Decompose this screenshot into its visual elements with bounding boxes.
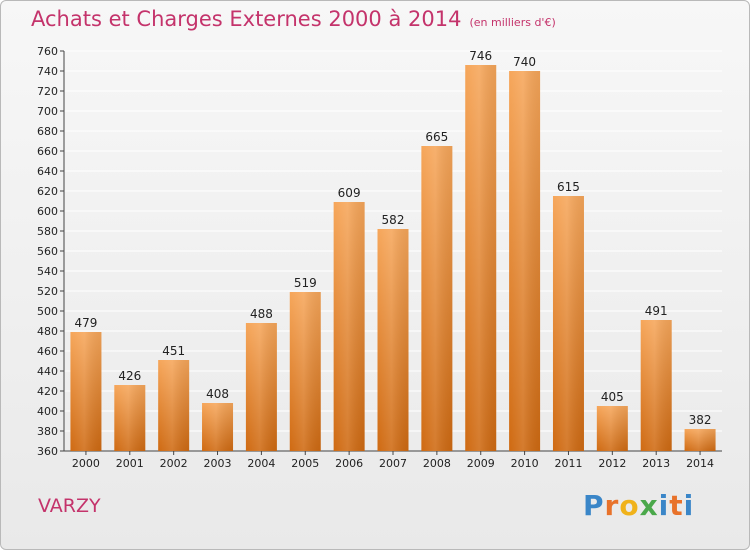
logo-letter: o bbox=[619, 489, 640, 522]
proxiti-logo: Proxiti bbox=[583, 489, 694, 522]
y-tick-label: 640 bbox=[37, 165, 58, 178]
y-tick-label: 360 bbox=[37, 445, 58, 458]
y-tick-label: 560 bbox=[37, 245, 58, 258]
bar-shine-2009 bbox=[465, 65, 497, 451]
value-label-2004: 488 bbox=[250, 307, 273, 321]
logo-letter: i bbox=[658, 489, 670, 522]
x-tick-label-2005: 2005 bbox=[291, 457, 319, 470]
chart-title-text: Achats et Charges Externes 2000 à 2014 bbox=[31, 7, 462, 31]
logo-letter: x bbox=[639, 489, 659, 522]
y-tick-label: 500 bbox=[37, 305, 58, 318]
y-tick-label: 520 bbox=[37, 285, 58, 298]
value-label-2005: 519 bbox=[294, 276, 317, 290]
value-label-2002: 451 bbox=[162, 344, 185, 358]
value-label-2008: 665 bbox=[425, 130, 448, 144]
chart-subtitle: (en milliers d'€) bbox=[469, 16, 556, 29]
value-label-2009: 746 bbox=[469, 49, 492, 63]
x-tick-label-2013: 2013 bbox=[642, 457, 670, 470]
y-tick-label: 740 bbox=[37, 65, 58, 78]
x-tick-label-2012: 2012 bbox=[598, 457, 626, 470]
bar-shine-2003 bbox=[202, 403, 234, 451]
commune-name: VARZY bbox=[38, 495, 101, 517]
value-label-2012: 405 bbox=[601, 390, 624, 404]
y-tick-label: 440 bbox=[37, 365, 58, 378]
y-tick-label: 460 bbox=[37, 345, 58, 358]
x-tick-label-2008: 2008 bbox=[423, 457, 451, 470]
y-tick-label: 620 bbox=[37, 185, 58, 198]
y-tick-label: 720 bbox=[37, 85, 58, 98]
value-label-2014: 382 bbox=[689, 413, 712, 427]
y-tick-label: 380 bbox=[37, 425, 58, 438]
x-tick-label-2003: 2003 bbox=[204, 457, 232, 470]
y-tick-label: 680 bbox=[37, 125, 58, 138]
x-tick-label-2010: 2010 bbox=[511, 457, 539, 470]
logo-letter: P bbox=[583, 489, 605, 522]
x-tick-label-2014: 2014 bbox=[686, 457, 714, 470]
y-tick-label: 420 bbox=[37, 385, 58, 398]
bar-shine-2004 bbox=[245, 323, 277, 451]
x-tick-label-2009: 2009 bbox=[467, 457, 495, 470]
logo-letter: i bbox=[683, 489, 695, 522]
bar-shine-2014 bbox=[684, 429, 716, 451]
x-tick-label-2000: 2000 bbox=[72, 457, 100, 470]
value-label-2000: 479 bbox=[74, 316, 97, 330]
x-tick-label-2011: 2011 bbox=[554, 457, 582, 470]
x-tick-label-2002: 2002 bbox=[160, 457, 188, 470]
bar-shine-2007 bbox=[377, 229, 409, 451]
logo-letter: t bbox=[669, 489, 684, 522]
bars bbox=[70, 65, 716, 451]
y-tick-label: 580 bbox=[37, 225, 58, 238]
x-tick-label-2001: 2001 bbox=[116, 457, 144, 470]
y-tick-label: 700 bbox=[37, 105, 58, 118]
bar-shine-2008 bbox=[421, 146, 453, 451]
bar-shine-2011 bbox=[552, 196, 584, 451]
bar-shine-2006 bbox=[333, 202, 365, 451]
value-label-2011: 615 bbox=[557, 180, 580, 194]
y-tick-label: 480 bbox=[37, 325, 58, 338]
y-tick-label: 600 bbox=[37, 205, 58, 218]
value-label-2006: 609 bbox=[338, 186, 361, 200]
bar-shine-2005 bbox=[289, 292, 321, 451]
value-label-2007: 582 bbox=[382, 213, 405, 227]
x-tick-label-2007: 2007 bbox=[379, 457, 407, 470]
x-tick-label-2004: 2004 bbox=[247, 457, 275, 470]
value-label-2013: 491 bbox=[645, 304, 668, 318]
y-tick-label: 400 bbox=[37, 405, 58, 418]
chart-title: Achats et Charges Externes 2000 à 2014 (e… bbox=[31, 7, 556, 31]
y-tick-label: 760 bbox=[37, 45, 58, 58]
y-tick-label: 540 bbox=[37, 265, 58, 278]
bar-shine-2000 bbox=[70, 332, 102, 451]
value-labels: 479 426 451 408 488 519 609 582 665 746 740 615 405 4… bbox=[74, 49, 711, 427]
value-label-2010: 740 bbox=[513, 55, 536, 69]
bar-shine-2010 bbox=[509, 71, 541, 451]
value-label-2003: 408 bbox=[206, 387, 229, 401]
y-tick-label: 660 bbox=[37, 145, 58, 158]
bar-shine-2001 bbox=[114, 385, 146, 451]
bar-shine-2012 bbox=[596, 406, 628, 451]
logo-letter: r bbox=[604, 489, 620, 522]
value-label-2001: 426 bbox=[118, 369, 141, 383]
bar-shine-2013 bbox=[640, 320, 672, 451]
bar-shine-2002 bbox=[158, 360, 190, 451]
x-tick-label-2006: 2006 bbox=[335, 457, 363, 470]
